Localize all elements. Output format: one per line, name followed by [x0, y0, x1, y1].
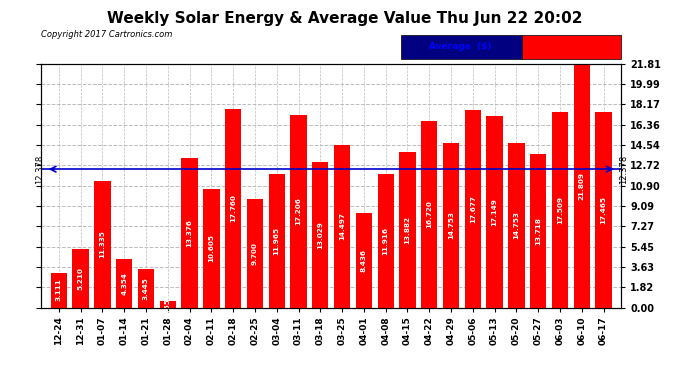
Text: 17.149: 17.149: [491, 198, 497, 226]
Text: 13.718: 13.718: [535, 217, 541, 245]
Bar: [247, 199, 263, 308]
Text: 17.509: 17.509: [557, 196, 563, 223]
Bar: [203, 189, 219, 308]
Text: 12.378: 12.378: [34, 154, 43, 184]
FancyBboxPatch shape: [401, 34, 522, 59]
Text: 0.554: 0.554: [165, 293, 171, 316]
Text: 3.111: 3.111: [56, 279, 62, 302]
Bar: [268, 174, 285, 308]
Text: 8.436: 8.436: [361, 249, 367, 272]
Bar: [530, 154, 546, 308]
Text: 14.753: 14.753: [448, 211, 454, 239]
Text: 17.760: 17.760: [230, 194, 236, 222]
Bar: [290, 115, 306, 308]
Text: 11.335: 11.335: [99, 230, 106, 258]
Bar: [400, 152, 415, 308]
Bar: [595, 112, 612, 308]
Bar: [95, 181, 110, 308]
Bar: [181, 158, 198, 308]
Text: 11.965: 11.965: [274, 226, 279, 255]
Bar: [464, 110, 481, 308]
Text: Daily  ($): Daily ($): [548, 42, 595, 51]
Text: 11.916: 11.916: [383, 227, 388, 255]
Text: 17.465: 17.465: [600, 196, 607, 224]
Bar: [50, 273, 67, 308]
Text: 4.354: 4.354: [121, 272, 127, 295]
Bar: [138, 269, 154, 308]
Bar: [159, 301, 176, 307]
Text: 17.206: 17.206: [295, 197, 302, 225]
Text: 10.605: 10.605: [208, 234, 215, 262]
Bar: [443, 142, 460, 308]
Text: 16.720: 16.720: [426, 200, 432, 228]
Text: 13.029: 13.029: [317, 221, 324, 249]
Bar: [72, 249, 89, 308]
Bar: [312, 162, 328, 308]
Text: 21.809: 21.809: [579, 172, 585, 200]
Text: 14.753: 14.753: [513, 211, 520, 239]
FancyBboxPatch shape: [522, 34, 621, 59]
Text: 9.700: 9.700: [252, 242, 258, 265]
Bar: [486, 116, 503, 308]
Text: Copyright 2017 Cartronics.com: Copyright 2017 Cartronics.com: [41, 30, 172, 39]
Text: 3.445: 3.445: [143, 277, 149, 300]
Bar: [509, 142, 524, 308]
Bar: [225, 109, 241, 307]
Bar: [552, 112, 568, 308]
Text: 13.882: 13.882: [404, 216, 411, 244]
Text: Average  ($): Average ($): [429, 42, 491, 51]
Bar: [116, 259, 132, 308]
Bar: [573, 64, 590, 308]
Text: 17.677: 17.677: [470, 195, 476, 223]
Bar: [377, 174, 394, 308]
Bar: [421, 121, 437, 308]
Bar: [334, 146, 351, 308]
Bar: [356, 213, 372, 308]
Text: 5.210: 5.210: [77, 267, 83, 290]
Text: Weekly Solar Energy & Average Value Thu Jun 22 20:02: Weekly Solar Energy & Average Value Thu …: [107, 11, 583, 26]
Text: 12.378: 12.378: [619, 154, 628, 184]
Text: 14.497: 14.497: [339, 213, 345, 240]
Text: 13.376: 13.376: [186, 219, 193, 247]
